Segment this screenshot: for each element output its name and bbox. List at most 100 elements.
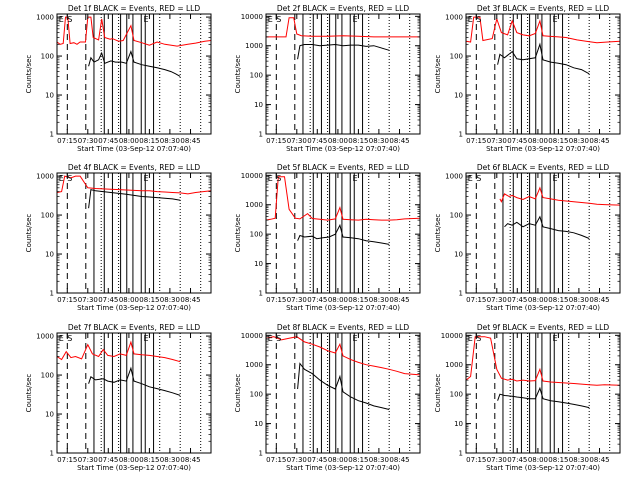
y-tick-label: 10 [254,420,263,428]
x-tick-label: 08:45 [589,456,609,464]
x-tick-label: 08:30 [160,456,180,464]
event-marker-label: S [476,174,481,183]
chart-panel-7: 1 10 100 1000 07:15 07:30 07:45 08:00 08:15 08:30… [25,323,212,472]
y-tick-label: 1000 [445,173,463,181]
x-axis-label: Start Time (03-Sep-12 07:07:40) [286,145,400,153]
chart-panel-2: 1 10 100 1000 10000 07:15 07:30 07:45 08:00 08:15… [234,4,421,153]
x-tick-label: 07:45 [98,137,118,145]
plot-frame [465,13,621,135]
x-tick-label: 08:45 [589,296,609,304]
event-marker-label: E [59,334,64,343]
red-lld-series [265,176,421,221]
chart-title: Det 8f BLACK = Events, RED = LLD [277,323,410,332]
y-axis-label: Counts/sec [434,55,442,94]
x-tick-label: 08:45 [389,456,409,464]
x-tick-label: 08:00 [119,296,139,304]
chart-title: Det 1f BLACK = Events, RED = LLD [68,4,201,13]
x-tick-label: 08:45 [389,296,409,304]
event-marker-label: S [276,15,281,24]
x-tick-label: 08:15 [139,137,159,145]
x-tick-label: 07:30 [487,137,507,145]
x-tick-label: 07:30 [78,137,98,145]
event-marker-label: E [468,334,473,343]
y-tick-label: 100 [450,212,463,220]
event-marker-label: S [476,15,481,24]
x-tick-label: 07:15 [57,137,77,145]
event-marker-label: E [143,334,148,343]
event-marker-label: S [476,334,481,343]
y-axis-label: Counts/sec [25,214,33,253]
x-tick-label: 07:45 [507,137,527,145]
red-lld-series [56,16,212,47]
x-tick-label: 08:45 [180,137,200,145]
chart-title: Det 3f BLACK = Events, RED = LLD [477,4,610,13]
y-tick-label: 1000 [245,201,263,209]
y-axis-label: Counts/sec [234,374,242,413]
x-tick-label: 08:00 [328,296,348,304]
x-tick-label: 07:30 [287,296,307,304]
y-tick-label: 1 [459,131,463,139]
x-tick-label: 08:00 [328,137,348,145]
y-tick-label: 1 [50,450,54,458]
event-marker-label: S [67,174,72,183]
x-tick-label: 07:45 [307,296,327,304]
event-marker-label: E [552,174,557,183]
event-marker-label: E [352,334,357,343]
x-tick-label: 08:15 [139,296,159,304]
y-tick-label: 1000 [445,361,463,369]
plot-frame [465,332,621,454]
x-tick-label: 08:45 [389,137,409,145]
x-tick-label: 08:30 [569,137,589,145]
plot-frame [265,332,421,454]
x-tick-label: 08:15 [348,296,368,304]
x-tick-label: 07:45 [98,296,118,304]
event-marker-label: E [59,174,64,183]
event-marker-label: E [143,15,148,24]
y-axis-label: Counts/sec [234,214,242,253]
x-tick-label: 08:15 [139,456,159,464]
x-tick-label: 07:30 [78,296,98,304]
x-tick-label: 08:30 [369,456,389,464]
x-axis-label: Start Time (03-Sep-12 07:07:40) [77,464,191,472]
y-tick-label: 100 [41,53,54,61]
chart-title: Det 2f BLACK = Events, RED = LLD [277,4,410,13]
chart-title: Det 4f BLACK = Events, RED = LLD [68,163,201,172]
black-events-series [88,50,181,77]
event-marker-label: S [276,174,281,183]
chart-title: Det 7f BLACK = Events, RED = LLD [68,323,201,332]
x-tick-label: 08:00 [528,137,548,145]
x-tick-label: 08:45 [180,296,200,304]
y-tick-label: 1 [50,290,54,298]
event-marker-label: E [59,15,64,24]
y-tick-label: 1 [459,290,463,298]
y-tick-label: 10000 [241,332,263,340]
x-tick-label: 07:15 [57,296,77,304]
event-marker-label: E [552,334,557,343]
y-tick-label: 10000 [241,13,263,21]
event-marker-label: E [268,15,273,24]
chart-panel-8: 1 10 100 1000 10000 07:15 07:30 07:45 08:00 08:15… [234,323,421,472]
chart-panel-1: 1 10 100 1000 07:15 07:30 07:45 08:00 08:15 08:30… [25,4,212,153]
y-tick-label: 1 [459,450,463,458]
plot-frame [56,332,212,454]
y-tick-label: 10000 [241,172,263,180]
x-axis-label: Start Time (03-Sep-12 07:07:40) [486,304,600,312]
chart-title: Det 5f BLACK = Events, RED = LLD [277,163,410,172]
x-axis-label: Start Time (03-Sep-12 07:07:40) [77,304,191,312]
x-tick-label: 07:30 [78,456,98,464]
y-tick-label: 1 [50,131,54,139]
x-tick-label: 08:15 [548,137,568,145]
x-tick-label: 08:00 [528,456,548,464]
x-axis-label: Start Time (03-Sep-12 07:07:40) [286,304,400,312]
y-tick-label: 1000 [445,14,463,22]
y-tick-label: 100 [250,231,263,239]
x-tick-label: 07:45 [507,296,527,304]
x-axis-label: Start Time (03-Sep-12 07:07:40) [286,464,400,472]
x-tick-label: 07:15 [466,296,486,304]
event-marker-label: S [67,334,72,343]
event-marker-label: E [352,15,357,24]
x-tick-label: 08:15 [348,456,368,464]
black-events-series [297,223,390,245]
y-tick-label: 100 [450,53,463,61]
